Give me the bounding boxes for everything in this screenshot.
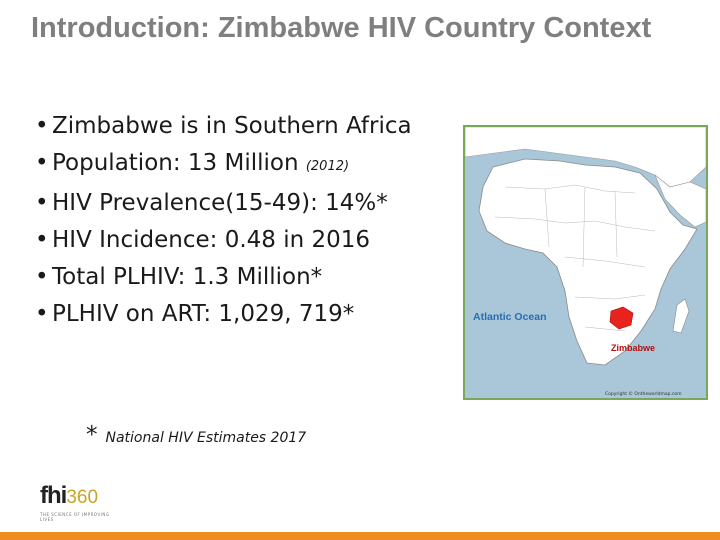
madagascar-landmass: [672, 298, 690, 334]
bullet-item: HIV Incidence: 0.48 in 2016: [33, 222, 453, 259]
country-borders: [494, 184, 656, 332]
footnote-star: *: [86, 422, 98, 448]
arabia-landmass: [654, 174, 706, 228]
bullet-item: Population: 13 Million (2012): [33, 145, 453, 185]
bullet-item: Zimbabwe is in Southern Africa: [33, 108, 453, 145]
slide-title: Introduction: Zimbabwe HIV Country Conte…: [31, 12, 652, 44]
logo-number: 360: [66, 487, 99, 508]
bullet-text: HIV Prevalence(15-49): 14%*: [52, 190, 388, 216]
footer-accent-bar: [0, 532, 720, 540]
bullet-item: PLHIV on ART: 1,029, 719*: [33, 296, 453, 333]
logo-brand: fhi: [40, 482, 67, 509]
zimbabwe-highlight: [609, 306, 634, 330]
bullet-item: HIV Prevalence(15-49): 14%*: [33, 185, 453, 222]
north-landmass: [465, 127, 706, 188]
country-label: Zimbabwe: [611, 343, 655, 353]
ocean-label: Atlantic Ocean: [473, 311, 547, 323]
bullet-text: HIV Incidence: 0.48 in 2016: [52, 227, 371, 253]
footnote: * National HIV Estimates 2017: [86, 422, 306, 448]
bullet-text: Population: 13 Million: [52, 150, 306, 176]
map-copyright: Copyright © Ontheworldmap.com: [605, 390, 682, 397]
bullet-list: Zimbabwe is in Southern Africa Populatio…: [33, 108, 453, 333]
bullet-text: Total PLHIV: 1.3 Million*: [52, 264, 323, 290]
logo-tagline: THE SCIENCE OF IMPROVING LIVES: [40, 512, 110, 522]
bullet-item: Total PLHIV: 1.3 Million*: [33, 259, 453, 296]
africa-map-graphic: Atlantic Ocean Zimbabwe Copyright © Onth…: [465, 127, 706, 397]
bullet-text: PLHIV on ART: 1,029, 719*: [52, 301, 355, 327]
footnote-text: National HIV Estimates 2017: [105, 430, 307, 446]
bullet-year: (2012): [305, 159, 350, 174]
africa-map: Atlantic Ocean Zimbabwe Copyright © Onth…: [463, 125, 708, 400]
fhi360-logo: fhi360 THE SCIENCE OF IMPROVING LIVES: [40, 484, 120, 524]
africa-landmass: [478, 158, 698, 366]
bullet-text: Zimbabwe is in Southern Africa: [52, 113, 412, 139]
